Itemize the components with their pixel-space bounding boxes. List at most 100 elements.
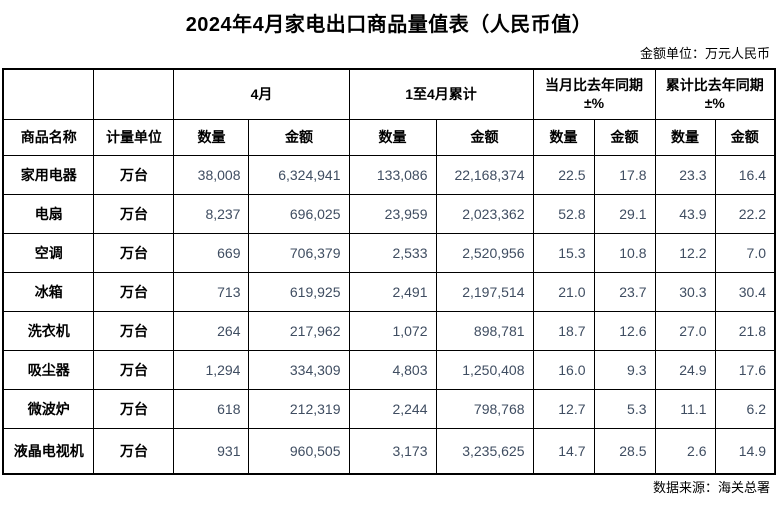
value-cell: 23,959 — [348, 193, 437, 234]
group-label: 当月比去年同期 — [545, 77, 644, 94]
value-cell: 4,803 — [348, 349, 437, 390]
col-header-quantity: 数量 — [173, 118, 250, 156]
group-label: 4月 — [250, 86, 273, 103]
unit-cell: 万台 — [93, 271, 175, 312]
col-header-quantity: 数量 — [654, 118, 716, 156]
table-row: 微波炉 万台 618 212,319 2,244 798,768 12.7 5.3 11.1 6.… — [2, 388, 776, 429]
value-cell: 29.1 — [593, 193, 656, 234]
table-row: 空调 万台 669 706,379 2,533 2,520,956 15.3 10.8 12.2… — [2, 232, 776, 273]
header-group-row: 4月 1至4月累计 当月比去年同期 ±% 累计比去年同期 ±% — [2, 68, 776, 120]
value-cell: 30.4 — [714, 271, 776, 312]
value-cell: 3,235,625 — [435, 427, 534, 475]
value-cell: 52.8 — [532, 193, 595, 234]
value-cell: 1,072 — [348, 310, 437, 351]
value-cell: 2,533 — [348, 232, 437, 273]
group-header-april: 4月 — [173, 68, 350, 120]
page-title: 2024年4月家电出口商品量值表（人民币值） — [185, 14, 593, 36]
table-row: 液晶电视机 万台 931 960,505 3,173 3,235,625 14.7 28.5 2… — [2, 427, 776, 475]
value-cell: 2,491 — [348, 271, 437, 312]
col-header-amount: 金额 — [435, 118, 534, 156]
value-cell: 12.6 — [593, 310, 656, 351]
value-cell: 2,023,362 — [435, 193, 534, 234]
value-cell: 17.8 — [593, 154, 656, 195]
group-header-cumulative-yoy: 累计比去年同期 ±% — [654, 68, 776, 120]
value-cell: 669 — [173, 232, 250, 273]
table-body: 家用电器 万台 38,008 6,324,941 133,086 22,168,374 22… — [2, 154, 776, 475]
product-name-cell: 微波炉 — [2, 388, 95, 429]
product-name-cell: 洗衣机 — [2, 310, 95, 351]
empty-header-cell — [93, 68, 175, 120]
value-cell: 798,768 — [435, 388, 534, 429]
value-cell: 22.5 — [532, 154, 595, 195]
value-cell: 22,168,374 — [435, 154, 534, 195]
value-cell: 2.6 — [654, 427, 716, 475]
value-cell: 28.5 — [593, 427, 656, 475]
group-header-month-yoy: 当月比去年同期 ±% — [532, 68, 656, 120]
unit-cell: 万台 — [93, 388, 175, 429]
value-cell: 6,324,941 — [248, 154, 350, 195]
export-data-table: 4月 1至4月累计 当月比去年同期 ±% 累计比去年同期 ±% 商品名称 计量单… — [1, 68, 777, 475]
value-cell: 1,294 — [173, 349, 250, 390]
source-note: 数据来源：海关总署 — [652, 480, 770, 495]
col-header-amount: 金额 — [248, 118, 350, 156]
product-name-cell: 空调 — [2, 232, 95, 273]
group-sublabel: ±% — [704, 95, 725, 112]
value-cell: 21.8 — [714, 310, 776, 351]
col-header-unit: 计量单位 — [93, 118, 175, 156]
unit-cell: 万台 — [93, 427, 175, 475]
empty-header-cell — [2, 68, 95, 120]
unit-cell: 万台 — [93, 349, 175, 390]
value-cell: 14.7 — [532, 427, 595, 475]
value-cell: 23.3 — [654, 154, 716, 195]
group-label: 1至4月累计 — [405, 86, 477, 103]
product-name-cell: 冰箱 — [2, 271, 95, 312]
table-row: 洗衣机 万台 264 217,962 1,072 898,781 18.7 12.6 27.0 2… — [2, 310, 776, 351]
value-cell: 6.2 — [714, 388, 776, 429]
col-header-amount: 金额 — [714, 118, 776, 156]
group-sublabel: ±% — [583, 95, 605, 112]
header-sub-row: 商品名称 计量单位 数量 金额 数量 金额 数量 金额 数量 金额 — [2, 118, 776, 156]
product-name-cell: 吸尘器 — [2, 349, 95, 390]
value-cell: 27.0 — [654, 310, 716, 351]
value-cell: 931 — [173, 427, 250, 475]
product-name-cell: 电扇 — [2, 193, 95, 234]
table-row: 吸尘器 万台 1,294 334,309 4,803 1,250,408 16.0 9.3 24… — [2, 349, 776, 390]
value-cell: 133,086 — [348, 154, 437, 195]
col-header-amount: 金额 — [593, 118, 656, 156]
group-header-cumulative: 1至4月累计 — [348, 68, 534, 120]
value-cell: 12.2 — [654, 232, 716, 273]
table-row: 家用电器 万台 38,008 6,324,941 133,086 22,168,374 22… — [2, 154, 776, 195]
value-cell: 2,197,514 — [435, 271, 534, 312]
table-row: 电扇 万台 8,237 696,025 23,959 2,023,362 52.8 29.1 4… — [2, 193, 776, 234]
value-cell: 2,244 — [348, 388, 437, 429]
unit-cell: 万台 — [93, 232, 175, 273]
value-cell: 212,319 — [248, 388, 350, 429]
value-cell: 960,505 — [248, 427, 350, 475]
value-cell: 16.4 — [714, 154, 776, 195]
value-cell: 898,781 — [435, 310, 534, 351]
value-cell: 17.6 — [714, 349, 776, 390]
table-row: 冰箱 万台 713 619,925 2,491 2,197,514 21.0 23.7 30.3… — [2, 271, 776, 312]
value-cell: 706,379 — [248, 232, 350, 273]
table-header: 4月 1至4月累计 当月比去年同期 ±% 累计比去年同期 ±% 商品名称 计量单… — [2, 68, 776, 156]
value-cell: 217,962 — [248, 310, 350, 351]
value-cell: 15.3 — [532, 232, 595, 273]
value-cell: 14.9 — [714, 427, 776, 475]
value-cell: 21.0 — [532, 271, 595, 312]
value-cell: 264 — [173, 310, 250, 351]
unit-cell: 万台 — [93, 154, 175, 195]
value-cell: 11.1 — [654, 388, 716, 429]
value-cell: 10.8 — [593, 232, 656, 273]
col-header-quantity: 数量 — [532, 118, 595, 156]
unit-cell: 万台 — [93, 310, 175, 351]
value-cell: 5.3 — [593, 388, 656, 429]
value-cell: 334,309 — [248, 349, 350, 390]
value-cell: 713 — [173, 271, 250, 312]
value-cell: 38,008 — [173, 154, 250, 195]
value-cell: 2,520,956 — [435, 232, 534, 273]
unit-note: 金额单位：万元人民币 — [639, 46, 770, 61]
value-cell: 12.7 — [532, 388, 595, 429]
value-cell: 18.7 — [532, 310, 595, 351]
value-cell: 9.3 — [593, 349, 656, 390]
value-cell: 24.9 — [654, 349, 716, 390]
